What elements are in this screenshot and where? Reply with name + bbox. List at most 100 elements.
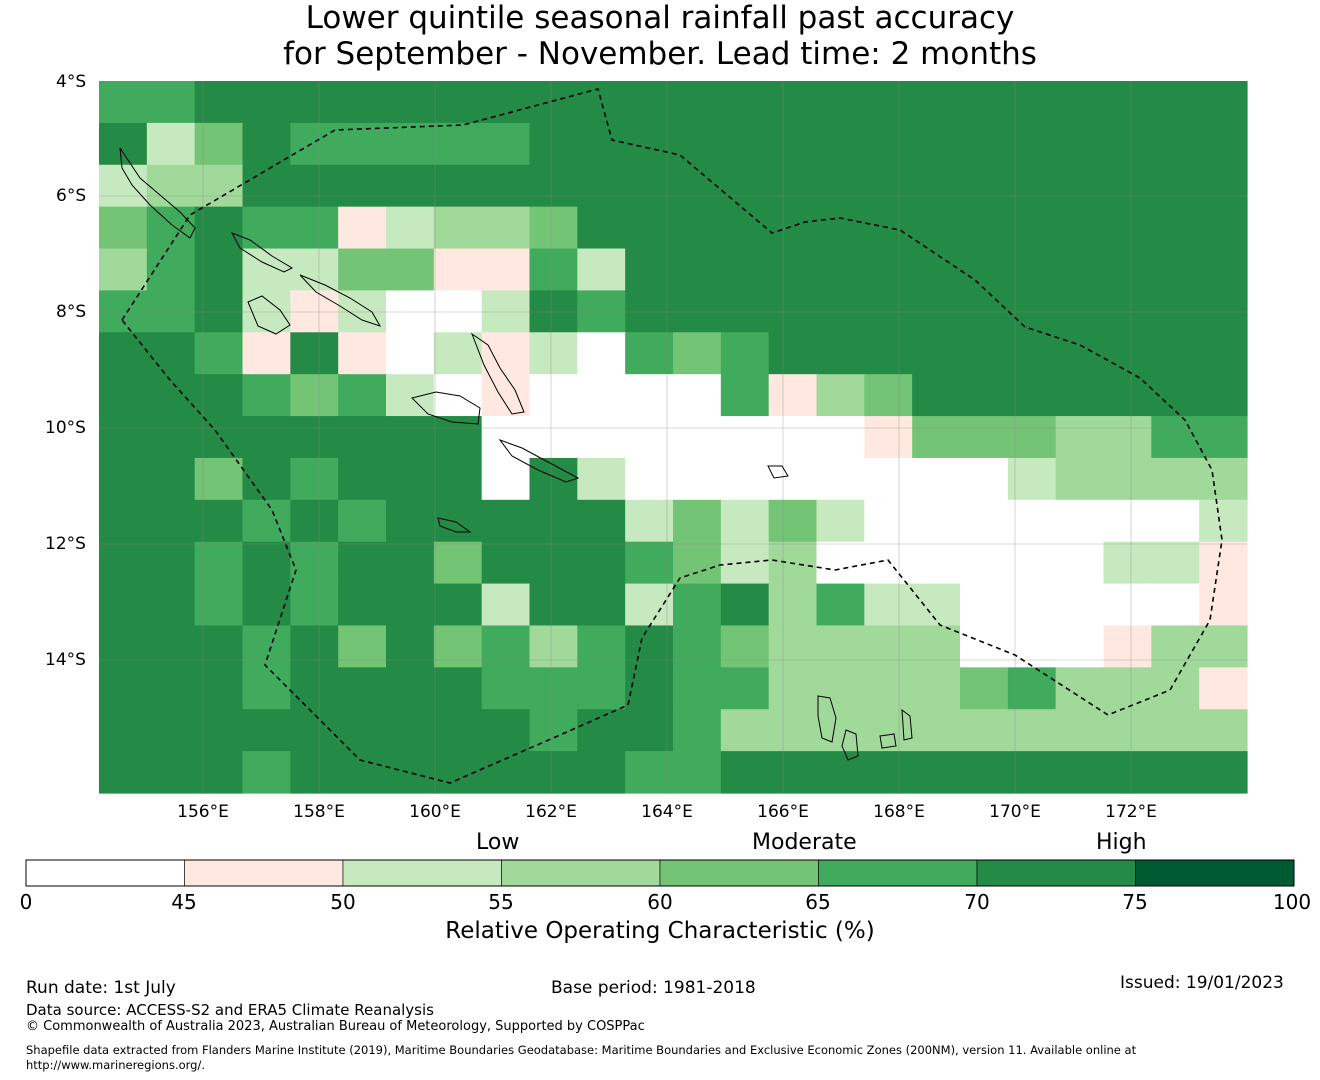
grid-cell — [625, 206, 674, 250]
grid-cell — [960, 709, 1009, 752]
grid-cell — [1007, 709, 1057, 752]
colorbar-tick-label: 45 — [171, 890, 197, 914]
grid-cell — [99, 583, 148, 627]
grid-cell — [433, 248, 483, 292]
legend-category-moderate: Moderate — [752, 830, 857, 855]
grid-cell — [960, 416, 1009, 459]
grid-cell — [1199, 164, 1248, 208]
grid-cell — [1055, 457, 1105, 501]
grid-cell — [625, 122, 674, 166]
grid-cell — [1055, 499, 1105, 543]
grid-cell — [960, 374, 1009, 417]
grid-cell — [912, 457, 961, 501]
grid-cell — [577, 457, 626, 501]
grid-cell — [864, 164, 913, 208]
grid-cell — [720, 164, 770, 208]
grid-cell — [242, 248, 291, 292]
legend-category-high: High — [1096, 830, 1147, 855]
run-date: Run date: 1st July — [26, 978, 176, 998]
makira-island-outline — [498, 438, 580, 483]
base-period: Base period: 1981-2018 — [551, 978, 756, 998]
grid-cell — [242, 122, 291, 166]
grid-cell — [912, 667, 961, 710]
data-source: Data source: ACCESS-S2 and ERA5 Climate … — [26, 1001, 434, 1019]
colorbar-frame — [25, 859, 1295, 887]
grid-cell — [625, 625, 674, 668]
colorbar-segment — [25, 859, 185, 887]
grid-cell — [625, 499, 674, 543]
grid-cell — [912, 416, 961, 459]
grid-cell — [529, 667, 578, 710]
grid-cell — [1007, 374, 1057, 417]
grid-cell — [625, 332, 674, 375]
grid-cell — [673, 416, 722, 459]
grid-cell — [1007, 499, 1057, 543]
grid-cell — [146, 81, 196, 124]
grid-cell — [290, 248, 339, 292]
grid-cell — [768, 290, 818, 333]
colorbar-tick-label: 65 — [805, 890, 831, 914]
grid-cell — [768, 248, 818, 292]
grid-cell — [433, 164, 483, 208]
grid-cell — [433, 499, 483, 543]
grid-cell — [673, 164, 722, 208]
grid-cell — [673, 583, 722, 627]
grid-cell — [768, 457, 818, 501]
lon-label: 162°E — [525, 802, 577, 822]
grid-cell — [99, 457, 148, 501]
grid-cell — [146, 583, 196, 627]
grid-cell — [1007, 248, 1057, 292]
grid-cell — [290, 541, 339, 585]
grid-cell — [1007, 332, 1057, 375]
grid-cell — [99, 290, 148, 333]
grid-cell — [577, 81, 626, 124]
grid-cell — [338, 541, 387, 585]
grid-cell — [386, 332, 435, 375]
grid-cell — [146, 374, 196, 417]
grid-cell — [816, 374, 865, 417]
lat-label: 6°S — [56, 186, 87, 206]
grid-cell — [242, 332, 291, 375]
grid-cell — [625, 457, 674, 501]
grid-cell — [625, 751, 674, 794]
grid-cell — [768, 374, 818, 417]
grid-cell — [338, 164, 387, 208]
grid-cell — [960, 290, 1009, 333]
grid-cell — [146, 751, 196, 794]
grid-cell — [625, 667, 674, 710]
grid-cell — [673, 709, 722, 752]
grid-cell — [146, 625, 196, 668]
grid-cell — [864, 206, 913, 250]
choiseul-island-outline — [230, 232, 294, 273]
grid-cell — [481, 374, 531, 417]
grid-cell — [99, 332, 148, 375]
grid-cell — [529, 583, 578, 627]
grid-cell — [1199, 248, 1248, 292]
grid-cell — [912, 248, 961, 292]
grid-cell — [960, 457, 1009, 501]
grid-cell — [433, 625, 483, 668]
grid-cell — [912, 625, 961, 668]
espiritu-santo-island-outline — [817, 695, 837, 743]
grid-cell — [816, 499, 865, 543]
grid-cell — [529, 416, 578, 459]
grid-cell — [673, 625, 722, 668]
grid-cell — [720, 625, 770, 668]
grid-cell — [290, 667, 339, 710]
grid-cell — [1103, 122, 1152, 166]
grid-cell — [194, 457, 244, 501]
grid-cell — [194, 81, 244, 124]
grid-cell — [864, 709, 913, 752]
grid-cell — [529, 164, 578, 208]
grid-cell — [290, 290, 339, 333]
grid-cell — [720, 499, 770, 543]
grid-cell — [1151, 122, 1200, 166]
grid-cell — [864, 583, 913, 627]
grid-cell — [768, 332, 818, 375]
grid-cell — [673, 206, 722, 250]
grid-cell — [146, 457, 196, 501]
grid-cell — [1199, 374, 1248, 417]
grid-cell — [481, 583, 531, 627]
grid-cell — [864, 248, 913, 292]
grid-cell — [1007, 667, 1057, 710]
